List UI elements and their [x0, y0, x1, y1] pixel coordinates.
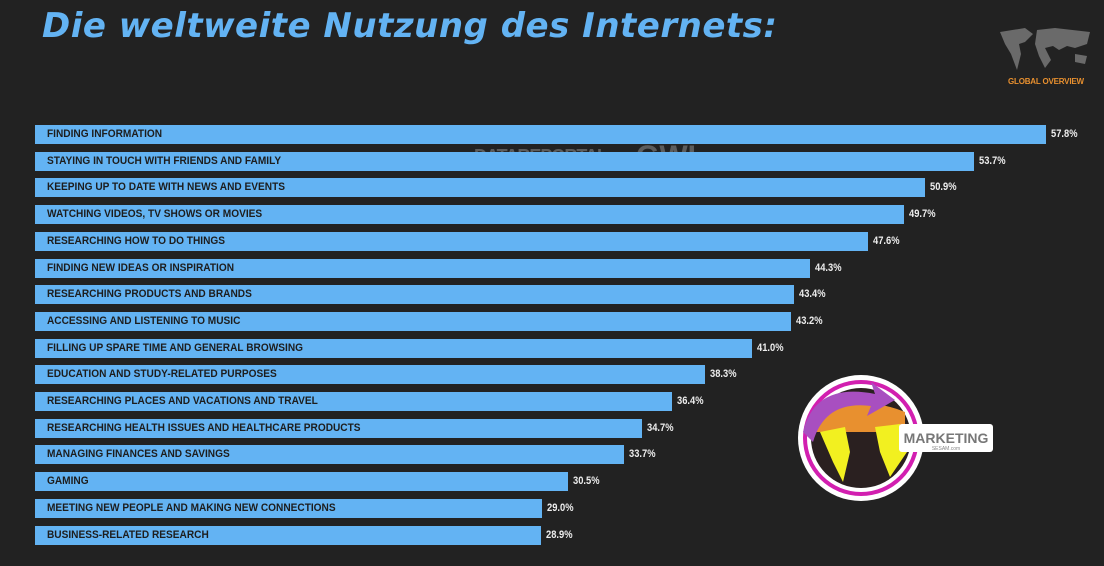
- bar-label: RESEARCHING HEALTH ISSUES AND HEALTHCARE…: [47, 421, 361, 434]
- value-label: 28.9%: [545, 528, 573, 541]
- bar-label: ACCESSING AND LISTENING TO MUSIC: [47, 314, 241, 327]
- value-label: 44.3%: [814, 261, 842, 274]
- page-title: Die weltweite Nutzung des Internets:: [42, 6, 778, 46]
- value-label: 29.0%: [547, 501, 574, 514]
- bar: RESEARCHING HOW TO DO THINGS: [35, 231, 868, 251]
- marketing-sesam-logo: MARKETING SESAM.com: [798, 375, 993, 501]
- bar: FINDING INFORMATION: [35, 125, 1046, 144]
- bar-label: FILLING UP SPARE TIME AND GENERAL BROWSI…: [47, 341, 304, 354]
- global-overview-badge: GLOBAL OVERVIEW: [1008, 77, 1084, 86]
- bar: ACCESSING AND LISTENING TO MUSIC: [35, 311, 791, 331]
- bar: FILLING UP SPARE TIME AND GENERAL BROWSI…: [35, 338, 753, 358]
- bar-label: RESEARCHING PLACES AND VACATIONS AND TRA…: [47, 395, 318, 407]
- value-label: 57.8%: [1051, 128, 1078, 140]
- value-label: 43.4%: [799, 288, 826, 301]
- bar: WATCHING VIDEOS, TV SHOWS OR MOVIES: [35, 205, 905, 225]
- bar-label: WATCHING VIDEOS, TV SHOWS OR MOVIES: [47, 208, 263, 221]
- bar-label: MEETING NEW PEOPLE AND MAKING NEW CONNEC…: [47, 501, 336, 514]
- bar-label: BUSINESS-RELATED RESEARCH: [47, 528, 209, 541]
- bar: RESEARCHING PRODUCTS AND BRANDS: [35, 285, 795, 305]
- bar: MANAGING FINANCES AND SAVINGS: [35, 445, 625, 465]
- bar-label: MANAGING FINANCES AND SAVINGS: [47, 448, 230, 461]
- bar: MEETING NEW PEOPLE AND MAKING NEW CONNEC…: [35, 498, 543, 518]
- bar-label: FINDING INFORMATION: [47, 128, 163, 140]
- bar-label: EDUCATION AND STUDY-RELATED PURPOSES: [47, 368, 277, 381]
- bar: FINDING NEW IDEAS OR INSPIRATION: [35, 258, 810, 278]
- bar: STAYING IN TOUCH WITH FRIENDS AND FAMILY: [35, 151, 975, 171]
- value-label: 49.7%: [909, 208, 936, 221]
- value-label: 34.7%: [646, 421, 674, 434]
- value-label: 38.3%: [709, 368, 737, 381]
- value-label: 41.0%: [757, 341, 784, 354]
- value-label: 47.6%: [872, 234, 900, 247]
- value-label: 50.9%: [930, 181, 957, 194]
- bar: EDUCATION AND STUDY-RELATED PURPOSES: [35, 365, 705, 385]
- bar: KEEPING UP TO DATE WITH NEWS AND EVENTS: [35, 178, 926, 198]
- bar-label: KEEPING UP TO DATE WITH NEWS AND EVENTS: [47, 181, 286, 194]
- value-label: 43.2%: [795, 314, 823, 327]
- bar-label: RESEARCHING PRODUCTS AND BRANDS: [47, 288, 252, 301]
- bar: GAMING: [35, 472, 569, 492]
- value-label: 53.7%: [979, 154, 1006, 167]
- logo-text: MARKETING: [904, 430, 989, 446]
- bar-label: STAYING IN TOUCH WITH FRIENDS AND FAMILY: [47, 154, 282, 167]
- value-label: 33.7%: [629, 448, 656, 461]
- value-label: 30.5%: [573, 475, 601, 488]
- bar-label: FINDING NEW IDEAS OR INSPIRATION: [47, 261, 235, 274]
- bar-label: GAMING: [47, 475, 89, 488]
- bar: RESEARCHING HEALTH ISSUES AND HEALTHCARE…: [35, 418, 642, 438]
- value-label: 36.4%: [676, 395, 704, 407]
- bar-label: RESEARCHING HOW TO DO THINGS: [47, 234, 226, 247]
- bar: RESEARCHING PLACES AND VACATIONS AND TRA…: [35, 392, 672, 411]
- bar: BUSINESS-RELATED RESEARCH: [35, 525, 541, 545]
- world-map-icon: [1000, 28, 1090, 70]
- logo-subtext: SESAM.com: [932, 446, 960, 452]
